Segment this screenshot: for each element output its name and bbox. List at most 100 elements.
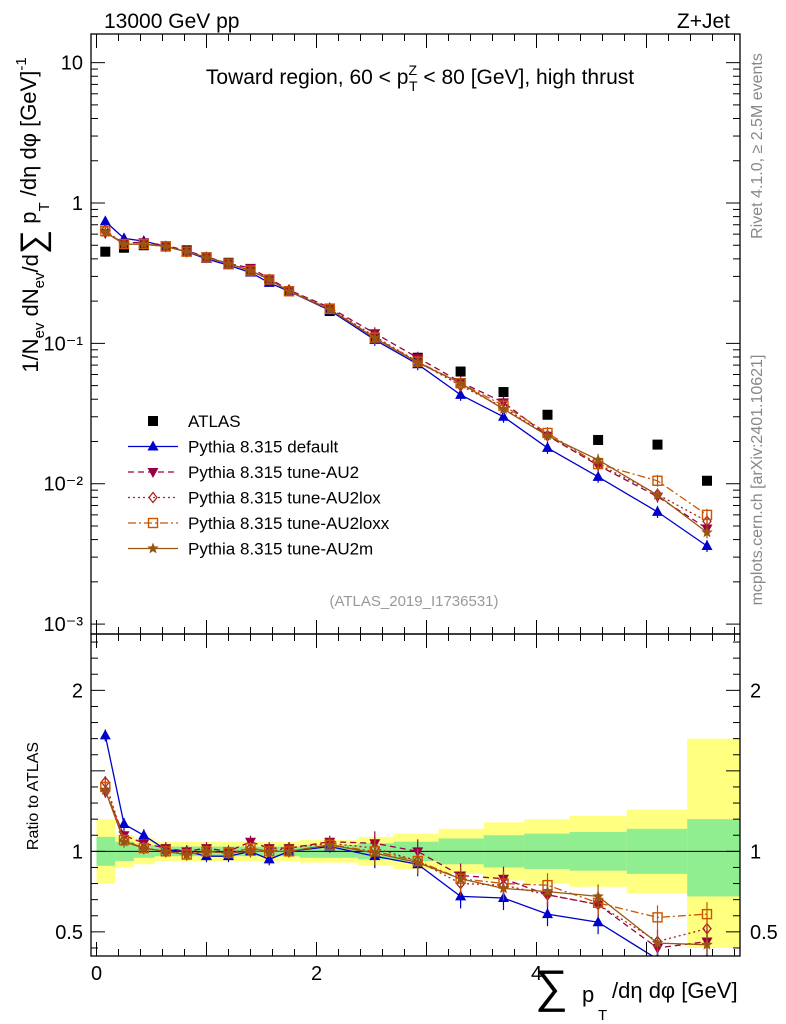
data-point-au2m bbox=[160, 240, 172, 252]
data-point-au2m bbox=[701, 526, 713, 538]
ratio-point-default bbox=[263, 853, 275, 864]
x-tick-label: 4 bbox=[531, 963, 542, 985]
ratio-plot bbox=[99, 729, 713, 956]
legend-marker bbox=[147, 517, 159, 529]
ratio-point-au2m bbox=[222, 847, 235, 858]
legend-entry-au2m: Pythia 8.315 tune-AU2m bbox=[128, 540, 373, 559]
data-point-au2m bbox=[138, 238, 150, 249]
x-tick-label: 2 bbox=[311, 963, 322, 985]
legend-label: Pythia 8.315 tune-AU2m bbox=[188, 540, 373, 559]
data-point-data bbox=[498, 387, 509, 398]
ratio-point-au2m bbox=[412, 856, 424, 868]
y-tick-label-ratio-right: 1 bbox=[750, 841, 761, 863]
data-point-data bbox=[542, 409, 553, 420]
y-tick-label-main: 1 bbox=[72, 193, 83, 215]
data-point-au2m bbox=[200, 251, 213, 263]
y-tick-label-main: 10⁻¹ bbox=[44, 333, 84, 355]
legend-marker bbox=[148, 416, 158, 426]
ratio-point-default bbox=[118, 817, 130, 828]
data-point-au2m bbox=[454, 377, 467, 389]
ratio-ylabel: Ratio to ATLAS bbox=[25, 742, 42, 850]
process-label: Z+Jet bbox=[677, 10, 730, 33]
ratio-point-au2m bbox=[324, 838, 336, 850]
data-point-data bbox=[652, 439, 663, 450]
x-tick-label: 0 bbox=[91, 963, 102, 985]
data-point-au2m bbox=[497, 403, 510, 414]
legend-label: ATLAS bbox=[188, 412, 241, 431]
data-point-au2m bbox=[324, 303, 336, 315]
data-point-au2m bbox=[651, 489, 664, 500]
data-point-au2m bbox=[222, 257, 235, 269]
ratio-point-au2m bbox=[263, 845, 275, 857]
data-point-default bbox=[498, 410, 509, 421]
ratio-series-au2m bbox=[99, 784, 713, 956]
svg-text:/dη dφ [GeV]: /dη dφ [GeV] bbox=[612, 978, 738, 1003]
y-tick-label-ratio: 2 bbox=[72, 680, 83, 702]
svg-text:∑: ∑ bbox=[535, 960, 568, 1012]
ratio-point-au2m bbox=[181, 848, 193, 860]
data-point-au2lox bbox=[455, 379, 466, 392]
data-point-default bbox=[592, 470, 604, 481]
ratio-point-default bbox=[99, 729, 111, 740]
rivet-version-label: Rivet 4.1.0, ≥ 2.5M events bbox=[749, 53, 766, 239]
data-point-au2lox bbox=[284, 283, 294, 297]
data-point-data bbox=[455, 366, 466, 377]
ratio-point-au2m bbox=[99, 784, 111, 795]
legend-label: Pythia 8.315 tune-AU2loxx bbox=[188, 514, 390, 533]
data-point-au2m bbox=[263, 273, 275, 285]
x-axis-label: ∑ p T /dη dφ [GeV] bbox=[535, 960, 738, 1024]
data-point-au2m bbox=[592, 453, 604, 465]
legend-entry-au2loxx: Pythia 8.315 tune-AU2loxx bbox=[128, 514, 390, 533]
ratio-point-au2m bbox=[369, 847, 381, 858]
legend-marker bbox=[148, 491, 158, 504]
ratio-point-au2m bbox=[118, 835, 130, 847]
data-point-au2m bbox=[541, 429, 554, 441]
ratio-point-au2m bbox=[244, 845, 257, 857]
y-tick-label-main: 10⁻³ bbox=[44, 614, 84, 636]
data-point-default bbox=[701, 540, 713, 551]
data-point-data bbox=[702, 475, 712, 486]
data-point-au2m bbox=[369, 332, 381, 343]
main-plot bbox=[99, 215, 713, 553]
data-point-default bbox=[99, 215, 111, 226]
ratio-point-au2m bbox=[454, 872, 467, 884]
legend-marker bbox=[147, 440, 159, 451]
data-point-au2m bbox=[412, 356, 424, 368]
data-point-default bbox=[542, 441, 553, 452]
data-point-data bbox=[593, 434, 604, 445]
legend: ATLAS Pythia 8.315 default Pythia 8.315 tu… bbox=[128, 412, 390, 559]
data-point-default bbox=[455, 388, 467, 399]
y-tick-label-ratio: 0.5 bbox=[55, 922, 83, 944]
ratio-point-au2loxx bbox=[652, 912, 663, 923]
energy-label: 13000 GeV pp bbox=[104, 10, 239, 33]
ratio-point-default bbox=[138, 829, 150, 840]
data-point-au2m bbox=[283, 285, 295, 297]
y-tick-label-main: 10 bbox=[61, 53, 83, 75]
ratio-point-au2m bbox=[497, 882, 510, 894]
legend-label: Pythia 8.315 default bbox=[188, 438, 339, 457]
ratio-band-inner bbox=[687, 819, 740, 897]
ratio-frame bbox=[90, 633, 741, 957]
ratio-point-au2m bbox=[160, 845, 172, 857]
data-point-au2m bbox=[181, 245, 193, 257]
data-point-au2loxx bbox=[701, 509, 713, 521]
ratio-point-au2m bbox=[651, 937, 664, 948]
ratio-point-au2m bbox=[283, 845, 295, 857]
y-tick-label-ratio-right: 2 bbox=[750, 680, 761, 702]
ratio-point-au2m bbox=[138, 842, 150, 853]
axes: 10 1 10⁻¹ 10⁻² 10⁻³ 2 2 1 1 0.5 0.5 0 2 4 bbox=[44, 33, 778, 985]
series-au2m bbox=[99, 226, 713, 539]
ratio-point-default bbox=[592, 916, 604, 927]
legend-marker bbox=[147, 468, 159, 478]
y-tick-label-ratio: 1 bbox=[72, 841, 83, 863]
data-point-au2m bbox=[99, 226, 111, 237]
analysis-id: (ATLAS_2019_I1736531) bbox=[329, 593, 498, 610]
data-point-au2m bbox=[244, 264, 257, 276]
y-tick-label-ratio-right: 0.5 bbox=[750, 922, 778, 944]
ratio-point-au2m bbox=[200, 845, 213, 857]
data-point-data bbox=[100, 246, 111, 257]
y-tick-label-main: 10⁻² bbox=[44, 474, 84, 496]
data-point-default bbox=[652, 505, 663, 516]
mcplots-label: mcplots.cern.ch [arXiv:2401.10621] bbox=[749, 355, 766, 606]
